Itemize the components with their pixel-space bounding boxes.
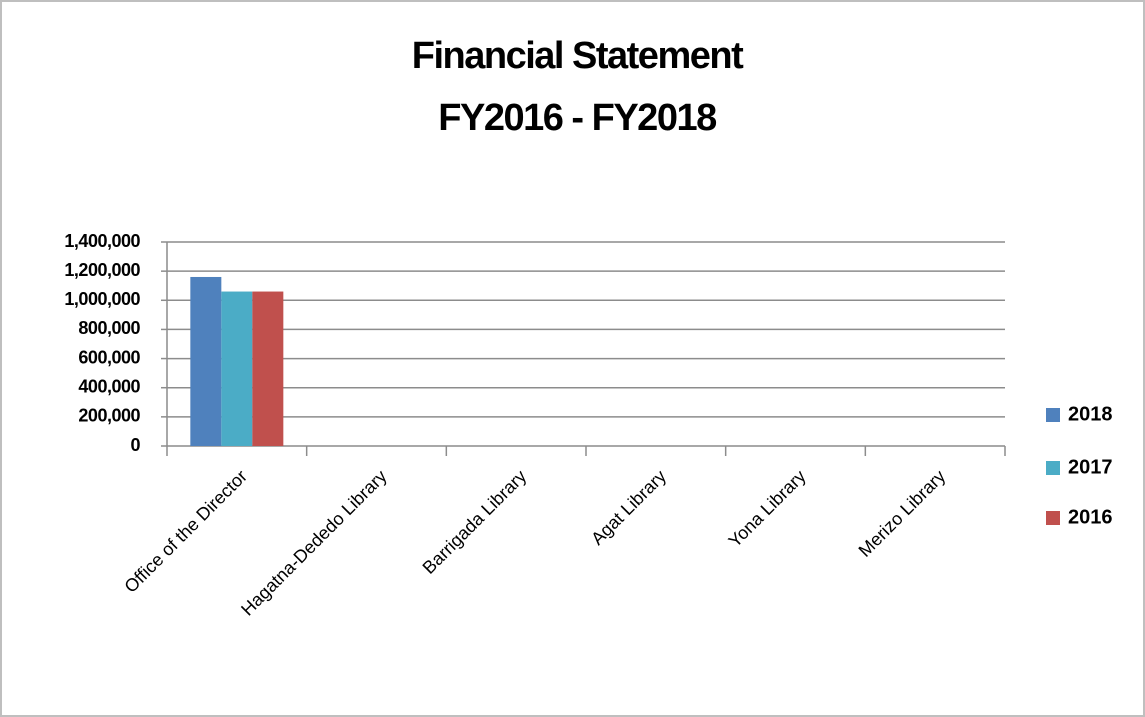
legend-label: 2016: [1068, 506, 1113, 528]
legend-swatch: [1046, 408, 1060, 422]
y-tick-label: 1,400,000: [64, 231, 140, 251]
bar: [190, 276, 222, 446]
legend-swatch: [1046, 511, 1060, 525]
y-tick-label: 800,000: [78, 318, 140, 338]
bar: [252, 291, 284, 446]
y-tick-label: 0: [130, 435, 140, 455]
chart-title: Financial Statement: [412, 35, 744, 77]
y-tick-label: 400,000: [78, 376, 140, 396]
legend-swatch: [1046, 461, 1060, 475]
y-tick-label: 1,000,000: [64, 289, 140, 309]
y-tick-label: 600,000: [78, 347, 140, 367]
chart-subtitle: FY2016 - FY2018: [438, 97, 716, 139]
legend-label: 2018: [1068, 403, 1113, 425]
legend-label: 2017: [1068, 456, 1113, 478]
bar: [221, 291, 253, 446]
y-tick-label: 200,000: [78, 406, 140, 426]
y-tick-label: 1,200,000: [64, 260, 140, 280]
